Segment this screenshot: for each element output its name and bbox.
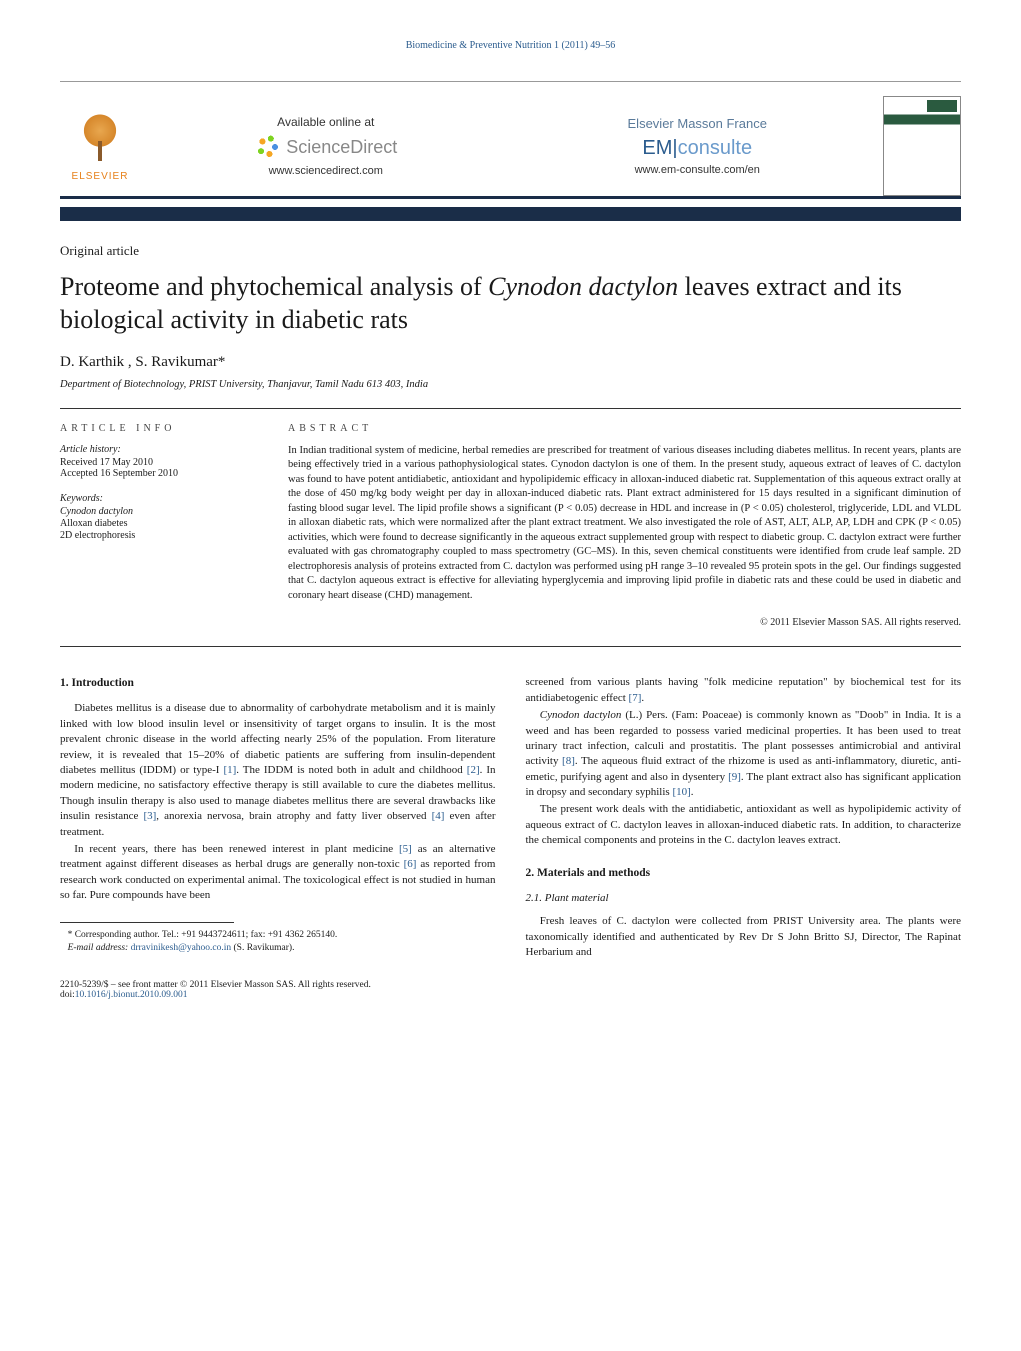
corresponding-author-footnote: * Corresponding author. Tel.: +91 944372… bbox=[60, 929, 496, 942]
received-date: Received 17 May 2010 bbox=[60, 457, 260, 468]
article-history: Article history: Received 17 May 2010 Ac… bbox=[60, 444, 260, 479]
emconsulte-url: www.em-consulte.com/en bbox=[512, 164, 884, 176]
journal-cover-thumbnail bbox=[883, 96, 961, 196]
meta-abstract-row: article info Article history: Received 1… bbox=[60, 408, 961, 647]
email-link[interactable]: drravinikesh@yahoo.co.in bbox=[131, 943, 232, 953]
emconsulte-logo: EM|consulte bbox=[512, 137, 884, 160]
abstract-column: abstract In Indian traditional system of… bbox=[288, 423, 961, 628]
footer-block: 2210-5239/$ – see front matter © 2011 El… bbox=[60, 980, 961, 1000]
available-online-label: Available online at bbox=[140, 115, 512, 129]
section-1-head: 1. Introduction bbox=[60, 675, 496, 691]
abstract-text: In Indian traditional system of medicine… bbox=[288, 444, 961, 603]
email-post: (S. Ravikumar). bbox=[231, 943, 294, 953]
keywords-block: Keywords: Cynodon dactylon Alloxan diabe… bbox=[60, 493, 260, 541]
sciencedirect-wordmark: ScienceDirect bbox=[286, 137, 397, 158]
abstract-head: abstract bbox=[288, 423, 961, 434]
s1-para-2: In recent years, there has been renewed … bbox=[60, 842, 496, 904]
email-label: E-mail address: bbox=[68, 943, 131, 953]
authors: D. Karthik , S. Ravikumar* bbox=[60, 354, 961, 371]
doi-line: doi:10.1016/j.bionut.2010.09.001 bbox=[60, 990, 961, 1000]
keywords-label: Keywords: bbox=[60, 493, 260, 504]
s1-para-3: screened from various plants having "fol… bbox=[526, 675, 962, 706]
em-suffix: consulte bbox=[678, 137, 753, 159]
s1p4-post: (L.) Pers. (Fam: Poaceae) is commonly kn… bbox=[526, 709, 962, 798]
s21-para-1: Fresh leaves of C. dactylon were collect… bbox=[526, 914, 962, 960]
article-type: Original article bbox=[60, 243, 961, 259]
sciencedirect-url: www.sciencedirect.com bbox=[140, 165, 512, 177]
history-label: Article history: bbox=[60, 444, 260, 455]
body-two-column: 1. Introduction Diabetes mellitus is a d… bbox=[60, 675, 961, 960]
header-banner: ELSEVIER Available online at ScienceDire… bbox=[60, 81, 961, 199]
abstract-copyright: © 2011 Elsevier Masson SAS. All rights r… bbox=[288, 617, 961, 628]
elsevier-wordmark: ELSEVIER bbox=[60, 171, 140, 182]
elsevier-masson-label: Elsevier Masson France bbox=[512, 116, 884, 131]
section-2-head: 2. Materials and methods bbox=[526, 865, 962, 881]
title-pre: Proteome and phytochemical analysis of bbox=[60, 272, 488, 301]
em-prefix: EM bbox=[642, 137, 672, 159]
header-rule bbox=[60, 207, 961, 221]
sciencedirect-block: Available online at ScienceDirect www.sc… bbox=[140, 115, 512, 177]
keyword-3: 2D electrophoresis bbox=[60, 530, 260, 541]
accepted-date: Accepted 16 September 2010 bbox=[60, 468, 260, 479]
article-title: Proteome and phytochemical analysis of C… bbox=[60, 271, 961, 336]
article-info-head: article info bbox=[60, 423, 260, 434]
footnote-rule bbox=[60, 922, 234, 923]
s1-para-1: Diabetes mellitus is a disease due to ab… bbox=[60, 701, 496, 840]
running-head: Biomedicine & Preventive Nutrition 1 (20… bbox=[60, 40, 961, 51]
title-species: Cynodon dactylon bbox=[488, 272, 678, 301]
elsevier-logo: ELSEVIER bbox=[60, 111, 140, 182]
front-matter-line: 2210-5239/$ – see front matter © 2011 El… bbox=[60, 980, 961, 990]
article-info-column: article info Article history: Received 1… bbox=[60, 423, 260, 628]
sciencedirect-logo: ScienceDirect bbox=[140, 133, 512, 161]
email-footnote: E-mail address: drravinikesh@yahoo.co.in… bbox=[60, 942, 496, 955]
sciencedirect-swirl-icon bbox=[254, 133, 282, 161]
keyword-1: Cynodon dactylon bbox=[60, 506, 133, 517]
s1-para-4: Cynodon dactylon (L.) Pers. (Fam: Poacea… bbox=[526, 708, 962, 800]
doi-link[interactable]: 10.1016/j.bionut.2010.09.001 bbox=[75, 990, 188, 1000]
elsevier-tree-icon bbox=[73, 111, 127, 167]
section-2-1-head: 2.1. Plant material bbox=[526, 891, 962, 906]
emconsulte-block: Elsevier Masson France EM|consulte www.e… bbox=[512, 116, 884, 176]
affiliation: Department of Biotechnology, PRIST Unive… bbox=[60, 379, 961, 390]
keyword-2: Alloxan diabetes bbox=[60, 518, 260, 529]
s1p4-species: Cynodon dactylon bbox=[540, 709, 622, 721]
s1-para-5: The present work deals with the antidiab… bbox=[526, 802, 962, 848]
